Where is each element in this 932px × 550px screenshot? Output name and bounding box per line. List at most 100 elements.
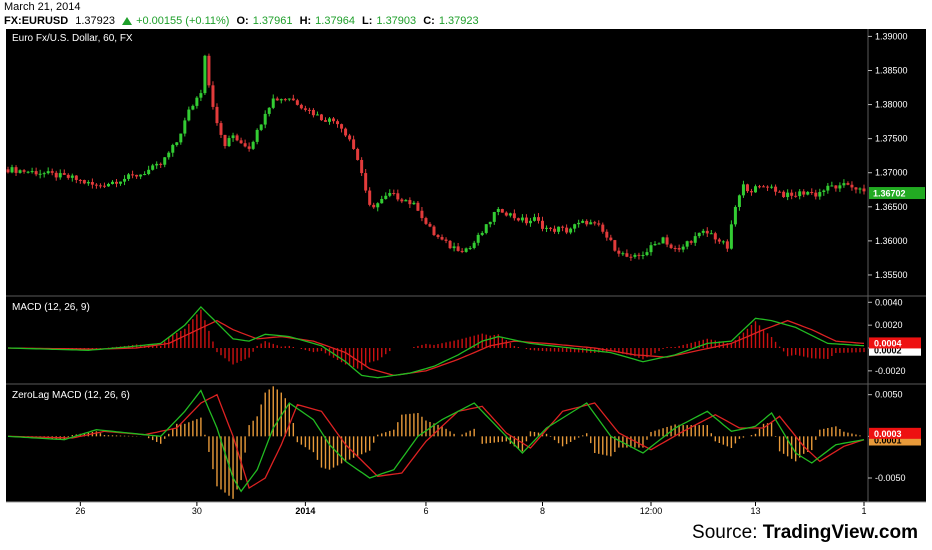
time-tick-label: 26: [75, 506, 85, 516]
candle-body: [94, 184, 98, 186]
time-tick-label: 13: [750, 506, 760, 516]
candle-body: [500, 209, 504, 213]
candle-body: [211, 85, 215, 107]
candle-body: [247, 146, 251, 149]
zerolag-macd-tick-label: 0.0050: [875, 390, 903, 400]
candle-body: [709, 233, 713, 235]
candle-body: [786, 192, 790, 198]
candle-body: [183, 120, 187, 134]
chart-canvas[interactable]: Euro Fx/U.S. Dollar, 60, FX 1.39000 1.3850…: [6, 29, 926, 517]
candle-body: [187, 109, 191, 121]
price-tick-label: 1.38500: [875, 65, 908, 75]
candle-body: [348, 135, 352, 140]
candle-body: [633, 254, 637, 257]
price-pane-title: Euro Fx/U.S. Dollar, 60, FX: [12, 33, 133, 44]
candle-body: [581, 220, 585, 223]
candle-body: [159, 163, 163, 165]
candle-body: [123, 178, 127, 182]
candle-body: [653, 243, 657, 246]
candle-body: [10, 167, 14, 173]
candle-body: [323, 120, 327, 122]
candle-body: [6, 169, 10, 173]
candle-body: [609, 237, 613, 241]
price-tick-label: 1.37500: [875, 134, 908, 144]
candle-body: [299, 104, 303, 109]
candle-body: [440, 237, 444, 240]
candle-body: [460, 250, 464, 252]
candle-body: [496, 209, 500, 213]
candle-body: [637, 254, 641, 256]
candle-body: [762, 186, 766, 188]
candle-body: [432, 226, 436, 236]
candle-body: [364, 173, 368, 191]
candle-body: [677, 248, 681, 250]
candle-body: [770, 186, 774, 188]
candle-body: [352, 139, 356, 149]
price-tick-label: 1.37000: [875, 168, 908, 178]
candle-body: [448, 240, 452, 249]
candle-body: [163, 157, 167, 165]
candle-body: [681, 246, 685, 250]
candle-body: [830, 185, 834, 187]
candle-body: [822, 190, 826, 193]
candle-body: [661, 237, 665, 244]
zerolag-macd-value-label-2: 0.0001: [874, 436, 902, 446]
candle-body: [400, 199, 404, 202]
candle-body: [372, 204, 376, 208]
up-arrow-icon: [122, 17, 133, 25]
candle-body: [424, 218, 428, 224]
candle-body: [456, 246, 460, 251]
candle-body: [585, 220, 589, 225]
candle-body: [484, 224, 488, 233]
candle-body: [231, 135, 235, 139]
candle-body: [336, 121, 340, 125]
candle-body: [540, 220, 544, 229]
candle-body: [553, 228, 557, 232]
candle-body: [408, 200, 412, 205]
candle-body: [147, 169, 151, 175]
candle-body: [311, 109, 315, 116]
candle-body: [693, 236, 697, 243]
zerolag-macd-line: [7, 389, 865, 493]
candle-body: [472, 242, 476, 248]
candle-body: [131, 174, 135, 176]
candle-body: [701, 230, 705, 233]
time-tick-label: 6: [423, 506, 428, 516]
candle-body: [14, 167, 18, 173]
candle-body: [834, 185, 838, 189]
candle-body: [794, 195, 798, 197]
macd-title: MACD (12, 26, 9): [12, 302, 90, 313]
candle-body: [295, 100, 299, 105]
candle-body: [267, 107, 271, 114]
candle-body: [569, 228, 573, 233]
candle-body: [641, 255, 645, 257]
macd-value-label-1: 0.0004: [874, 338, 902, 348]
candle-body: [392, 192, 396, 194]
high-label: H:: [299, 15, 312, 27]
candle-body: [416, 202, 420, 211]
candle-body: [30, 171, 34, 173]
high-value: 1.37964: [315, 15, 355, 27]
macd-tick-label: 0.0020: [875, 320, 903, 330]
candle-body: [127, 174, 131, 179]
candle-body: [480, 232, 484, 235]
candle-body: [279, 99, 283, 101]
candle-body: [223, 134, 227, 147]
candle-body: [199, 93, 203, 98]
zerolag-macd-signal-line: [7, 393, 865, 489]
price-tick-label: 1.36500: [875, 202, 908, 212]
source-credit: Source: TradingView.com: [692, 522, 918, 544]
candle-body: [520, 217, 524, 221]
candle-body: [468, 247, 472, 249]
macd-tick-label: -0.0020: [875, 366, 906, 376]
symbol-label[interactable]: FX:EURUSD: [4, 15, 69, 27]
candle-body: [657, 243, 661, 245]
chart-date: March 21, 2014: [4, 1, 81, 13]
candle-body: [858, 188, 862, 190]
zerolag-macd-tick-label: -0.0050: [875, 473, 906, 483]
candle-body: [689, 241, 693, 243]
candle-body: [115, 181, 119, 184]
zerolag-macd-value-label-1: 0.0003: [874, 429, 902, 439]
candle-body: [82, 180, 86, 184]
candle-body: [549, 227, 553, 229]
